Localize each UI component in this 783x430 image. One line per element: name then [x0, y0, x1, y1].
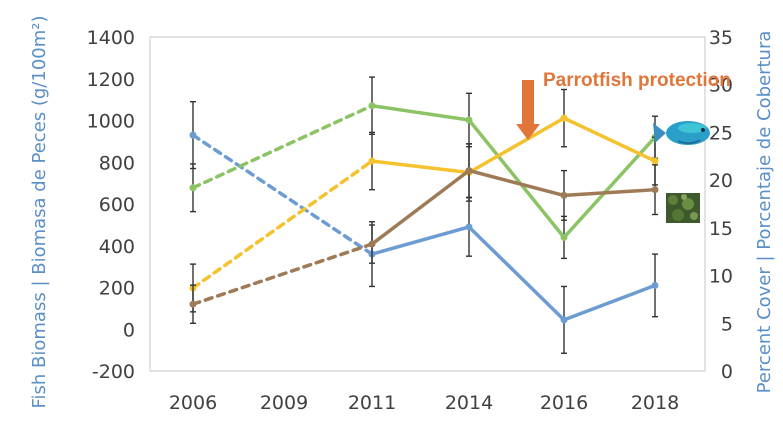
parrotfish-icon — [653, 121, 710, 145]
series-line-segment — [191, 103, 374, 190]
series-line-segment — [467, 118, 566, 240]
series-line-segment — [562, 283, 657, 322]
x-tick-label: 2009 — [260, 392, 308, 414]
left-tick-label: 600 — [99, 194, 135, 216]
data-point — [465, 116, 473, 124]
x-tick-label: 2016 — [540, 392, 588, 414]
right-tick-label: 20 — [709, 170, 733, 192]
series-layer — [189, 76, 659, 354]
data-point — [465, 223, 473, 231]
parrotfish-protection-annotation: Parrotfish protection — [516, 70, 731, 140]
plot-frame — [149, 36, 706, 372]
left-axis-ticks: -200 0 200 400 600 800 1000 1200 1400 — [87, 27, 135, 383]
series-3 — [189, 88, 659, 313]
series-line-segment — [370, 159, 471, 175]
data-point — [651, 281, 659, 289]
left-axis-title: Fish Biomass | Biomasa de Peces (g/100m²… — [29, 15, 50, 408]
right-tick-label: 25 — [709, 122, 733, 144]
data-point — [189, 131, 197, 139]
right-axis-title: Percent Cover | Porcentaje de Cobertura — [754, 31, 775, 394]
right-tick-label: 0 — [721, 361, 733, 383]
left-tick-label: 1000 — [87, 111, 135, 133]
series-line-segment — [467, 225, 566, 322]
data-point — [189, 300, 197, 308]
left-tick-label: -200 — [92, 361, 135, 383]
series-line-segment — [467, 116, 566, 175]
right-tick-label: 10 — [709, 266, 733, 288]
data-point — [560, 191, 568, 199]
x-tick-label: 2011 — [348, 392, 396, 414]
left-tick-label: 1200 — [87, 69, 135, 91]
series-line-segment — [562, 135, 657, 240]
series-line-segment — [191, 242, 374, 306]
left-tick-label: 1400 — [87, 27, 135, 49]
series-line-segment — [191, 133, 374, 256]
right-tick-label: 35 — [709, 27, 733, 49]
data-point — [560, 114, 568, 122]
data-point — [189, 184, 197, 192]
left-tick-label: 200 — [99, 278, 135, 300]
annotation-arrow-head — [516, 124, 540, 140]
right-tick-label: 15 — [709, 218, 733, 240]
x-axis-ticks: 2006 2009 2011 2014 2016 2018 — [169, 392, 679, 414]
series-line-segment — [467, 168, 566, 198]
data-point — [368, 240, 376, 248]
data-point — [560, 233, 568, 241]
data-point — [651, 186, 659, 194]
x-tick-label: 2018 — [631, 392, 679, 414]
right-tick-label: 5 — [721, 313, 733, 335]
series-line-segment — [562, 116, 657, 163]
left-tick-label: 0 — [123, 319, 135, 341]
data-point — [560, 316, 568, 324]
series-4 — [189, 143, 659, 324]
series-line-segment — [370, 225, 471, 256]
series-line-segment — [562, 187, 657, 198]
left-tick-label: 800 — [99, 152, 135, 174]
data-point — [368, 102, 376, 110]
data-point — [465, 167, 473, 175]
left-tick-label: 400 — [99, 236, 135, 258]
series-line-segment — [370, 103, 471, 122]
annotation-label: Parrotfish protection — [543, 70, 731, 91]
data-point — [651, 157, 659, 165]
right-axis-ticks: 0 5 10 15 20 25 30 35 — [709, 27, 733, 383]
x-tick-label: 2014 — [445, 392, 493, 414]
right-tick-label: 30 — [709, 75, 733, 97]
annotation-arrow-shaft — [522, 80, 534, 126]
series-1 — [189, 101, 659, 354]
series-line-segment — [370, 168, 471, 246]
data-point — [368, 157, 376, 165]
series-line-segment — [191, 159, 374, 290]
coral-photo-icon — [666, 193, 700, 223]
x-tick-label: 2006 — [169, 392, 217, 414]
